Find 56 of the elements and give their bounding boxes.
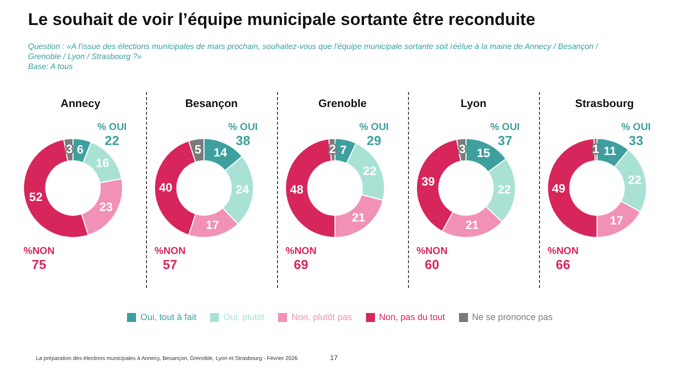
data-label: 5 — [194, 142, 202, 156]
data-label: 17 — [206, 218, 220, 232]
data-label: 52 — [29, 190, 43, 204]
text: % OUI — [227, 122, 259, 133]
text: %NON — [546, 246, 580, 257]
data-label: 22 — [498, 182, 512, 197]
data-label: 21 — [465, 218, 479, 232]
data-label: 3 — [459, 142, 466, 156]
text: 66 — [554, 257, 572, 272]
data-label: 48 — [290, 182, 304, 197]
chart-title: Besançon — [184, 98, 239, 110]
data-label: 23 — [99, 200, 114, 214]
legend-label: Non, plutôt pas — [291, 312, 352, 322]
chart-title: Annecy — [60, 98, 102, 110]
legend-label: Oui, plutôt — [223, 312, 264, 322]
data-label: 11 — [604, 144, 617, 158]
chart-title: Strasbourg — [574, 98, 635, 110]
text: 69 — [292, 257, 310, 272]
text: %NON — [153, 246, 187, 257]
text: %NON — [284, 246, 318, 257]
data-label: 17 — [610, 213, 624, 228]
text: %NON — [415, 246, 449, 257]
legend-label: Ne se prononce pas — [472, 312, 553, 322]
text: 38 — [236, 133, 250, 148]
chart-title: Grenoble — [317, 98, 368, 110]
text: Base: A tous — [28, 62, 73, 71]
data-label: 6 — [76, 142, 84, 157]
text: 60 — [424, 257, 440, 272]
data-label: 7 — [340, 142, 348, 157]
text: 37 — [496, 133, 514, 148]
chart-title: Lyon — [460, 98, 488, 110]
legend-label: Oui, tout à fait — [140, 312, 196, 322]
data-label: 39 — [421, 174, 436, 188]
data-label: 16 — [96, 156, 110, 170]
text: 29 — [366, 133, 382, 148]
text: Question : «A l’issue des élections municipales de mars prochain, souhaitez-vous que l’équipe municipale sortante soit réélue à la mairie de Annecy / Besançon / Grenoble / Lyon / Strasbourg ?» — [28, 42, 598, 61]
data-label: 21 — [352, 210, 366, 225]
data-label: 22 — [628, 173, 642, 188]
text: 22 — [104, 133, 120, 148]
text: % OUI — [620, 122, 652, 133]
data-label: 49 — [552, 182, 566, 196]
data-label: 14 — [214, 146, 228, 160]
data-label: 22 — [363, 164, 377, 178]
text: %NON — [22, 246, 56, 257]
data-label: 40 — [158, 180, 173, 194]
text: Le souhait de voir l’équipe municipale sortante être reconduite — [28, 10, 536, 30]
text: % OUI — [96, 122, 128, 133]
legend-label: Non, pas du tout — [379, 312, 446, 322]
text: 57 — [162, 257, 178, 272]
data-label: 24 — [236, 182, 250, 197]
text: 75 — [30, 257, 48, 272]
data-label: 15 — [476, 146, 490, 160]
text: 33 — [628, 133, 644, 148]
data-label: 3 — [66, 142, 74, 156]
text: % OUI — [358, 122, 390, 133]
text: % OUI — [489, 122, 521, 133]
